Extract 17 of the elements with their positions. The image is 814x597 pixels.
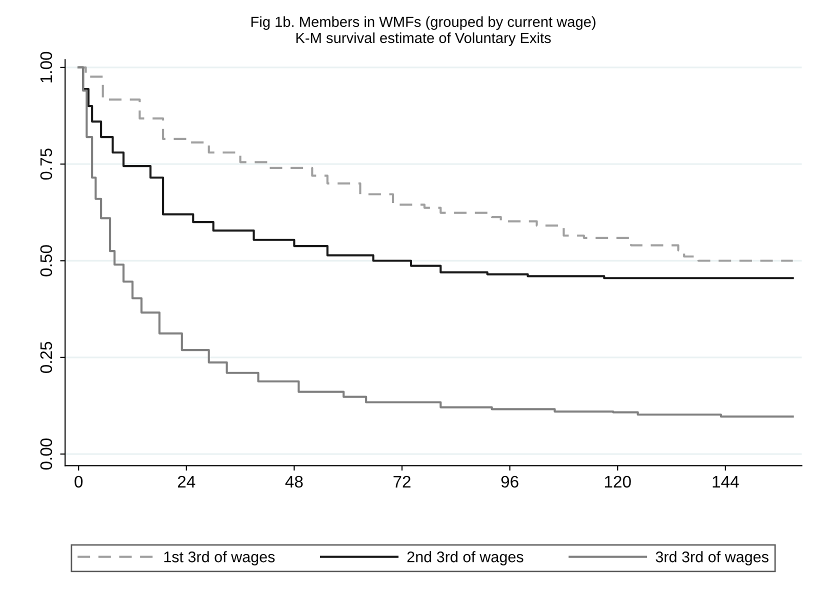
- y-tick-label: 0.00: [40, 438, 52, 470]
- chart-subtitle: K-M survival estimate of Voluntary Exits: [296, 32, 551, 46]
- x-tick-label: 24: [178, 476, 196, 488]
- legend-label: 2nd 3rd of wages: [407, 551, 524, 566]
- chart-title: Fig 1b. Members in WMFs (grouped by current wage): [251, 16, 596, 30]
- y-tick-label: 0.25: [40, 342, 52, 373]
- x-tick-label: 72: [394, 476, 410, 488]
- y-tick-label: 0.50: [40, 245, 52, 276]
- y-tick-label: 1.00: [40, 52, 52, 82]
- y-tick-label: 0.75: [40, 148, 52, 180]
- legend-label: 3rd 3rd of wages: [656, 551, 768, 566]
- x-tick-label: 0: [74, 476, 83, 488]
- x-tick-label: 48: [285, 476, 303, 488]
- x-tick-label: 120: [604, 476, 631, 488]
- x-tick-label: 96: [501, 476, 518, 488]
- x-tick-label: 144: [712, 476, 739, 488]
- legend-label: 1st 3rd of wages: [164, 551, 275, 566]
